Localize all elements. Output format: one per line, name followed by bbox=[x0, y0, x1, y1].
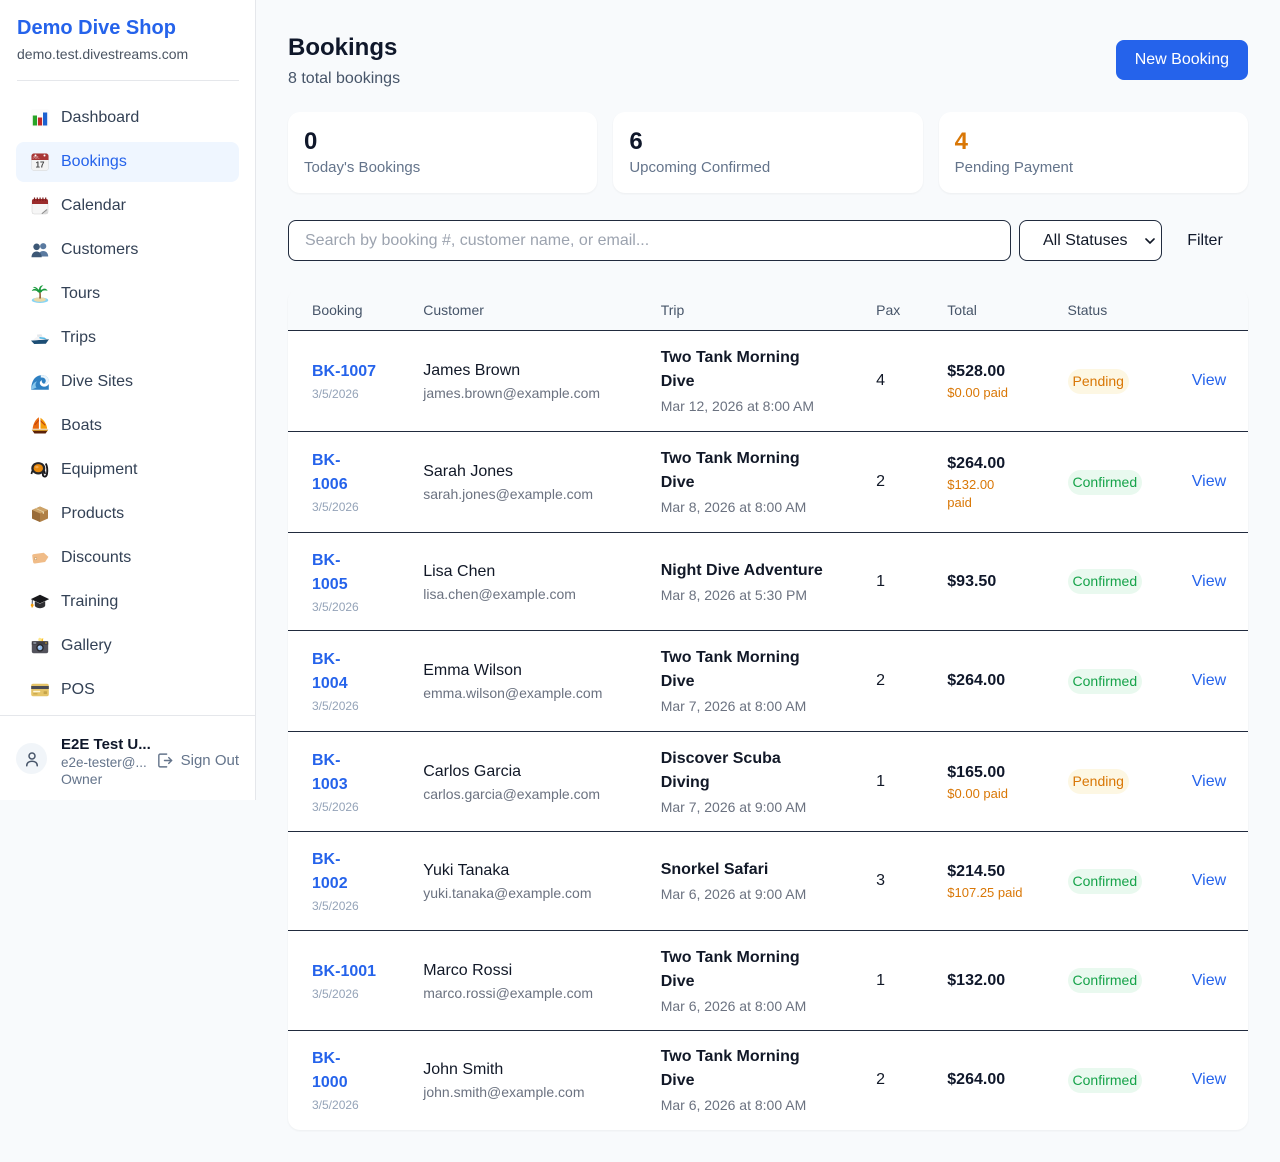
svg-text:17: 17 bbox=[36, 161, 45, 170]
svg-text:JUL: JUL bbox=[32, 155, 40, 160]
